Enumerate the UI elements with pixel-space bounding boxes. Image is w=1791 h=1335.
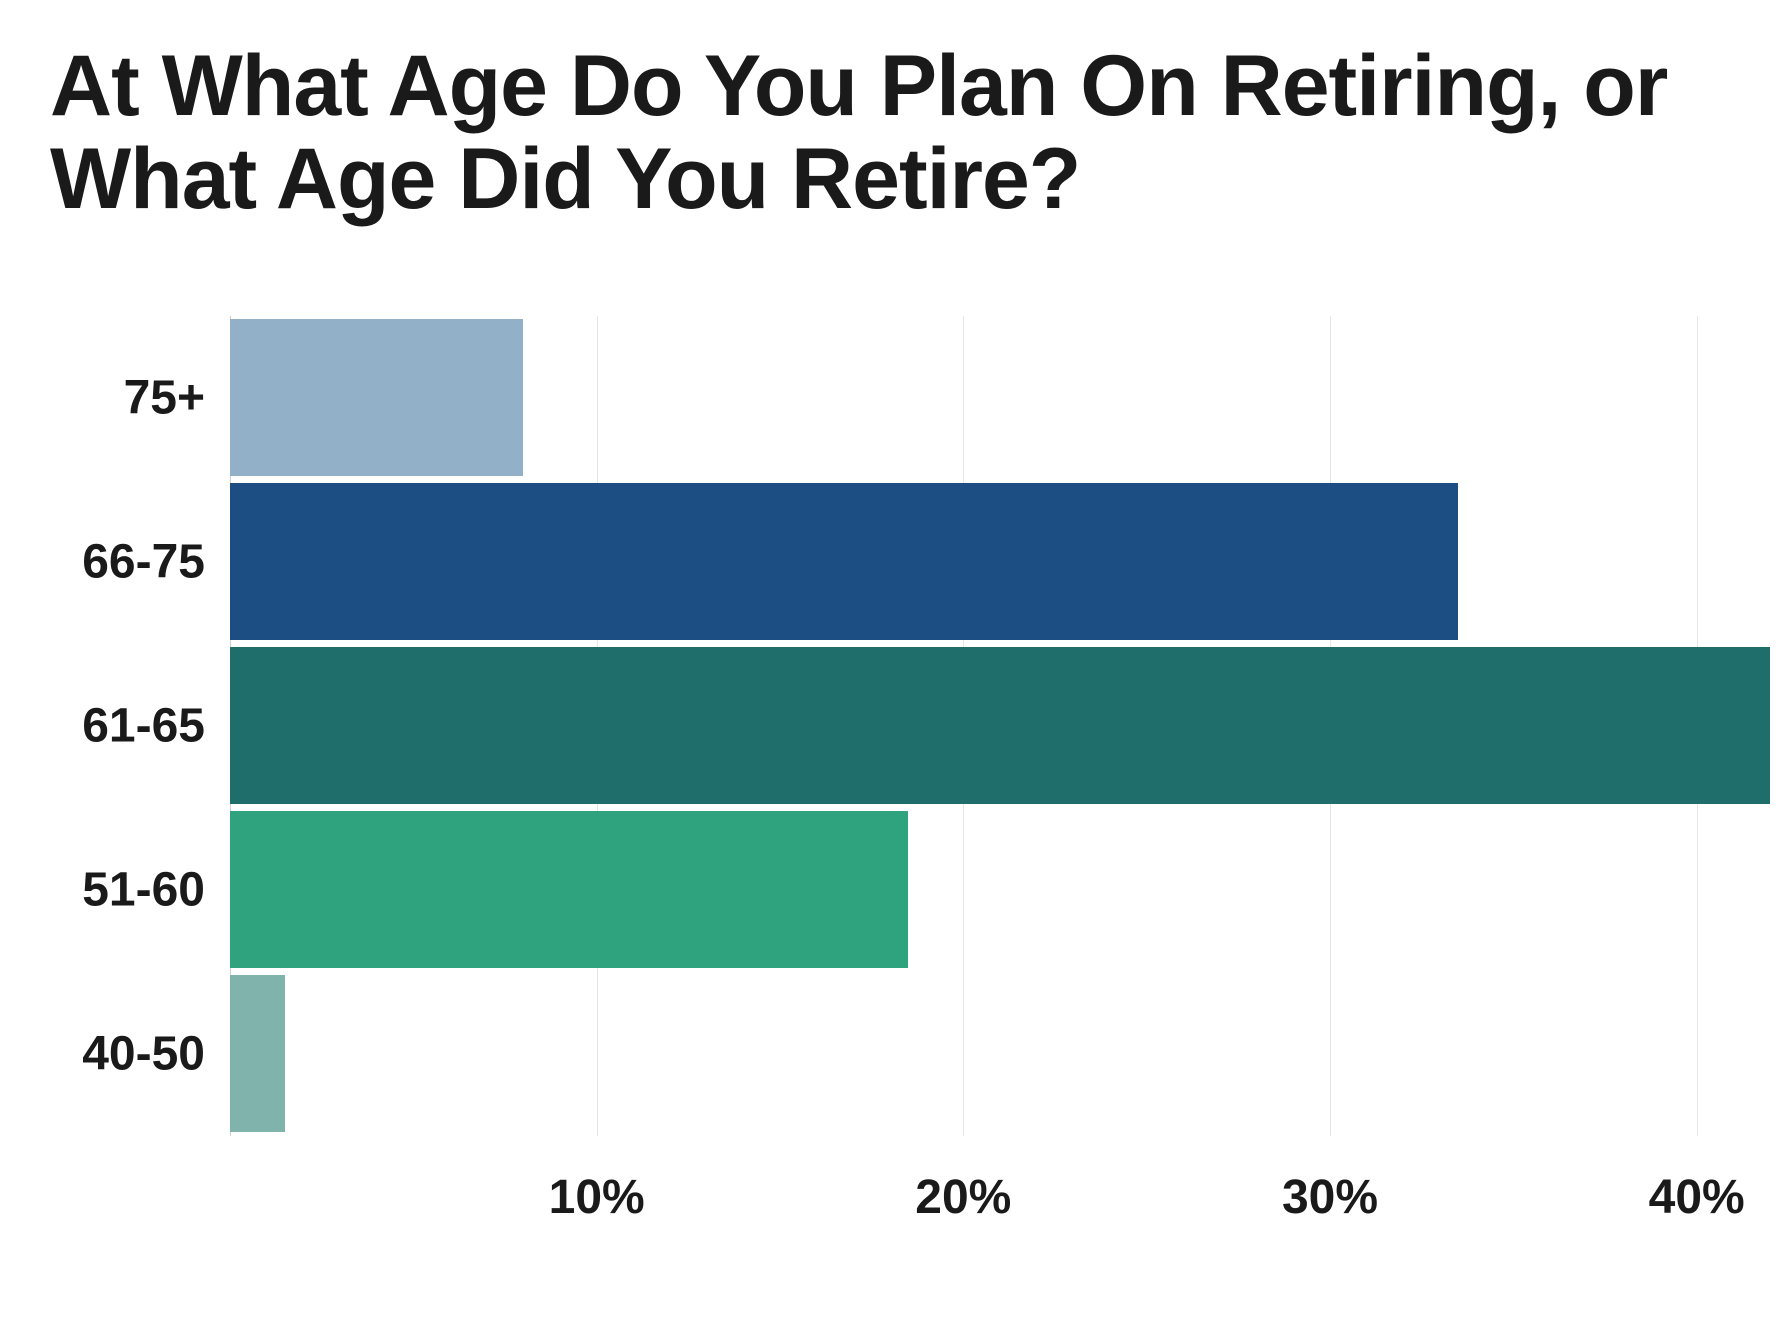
bar [230, 483, 1458, 640]
x-tick-label: 30% [1282, 1170, 1378, 1225]
bar [230, 319, 523, 476]
plot-area [230, 316, 1770, 1136]
bars [230, 316, 1770, 1136]
x-tick-label: 20% [915, 1170, 1011, 1225]
chart-container: 75+66-7561-6551-6040-50 10%20%30%40% [50, 316, 1741, 1136]
page: At What Age Do You Plan On Retiring, or … [0, 0, 1791, 1335]
x-tick-label: 10% [549, 1170, 645, 1225]
y-tick-label: 40-50 [82, 1026, 205, 1081]
y-tick-label: 66-75 [82, 534, 205, 589]
x-tick-label: 40% [1649, 1170, 1745, 1225]
chart-title: At What Age Do You Plan On Retiring, or … [50, 40, 1741, 226]
y-axis-labels: 75+ 66-75 61-65 51-60 40-50 [50, 316, 205, 1136]
y-tick-label: 51-60 [82, 862, 205, 917]
bar [230, 975, 285, 1132]
y-tick-label: 61-65 [82, 698, 205, 753]
bar [230, 811, 908, 968]
bar [230, 647, 1770, 804]
retirement-age-bar-chart: 75+66-7561-6551-6040-50 10%20%30%40% [50, 316, 1770, 1136]
y-tick-label: 75+ [124, 370, 205, 425]
